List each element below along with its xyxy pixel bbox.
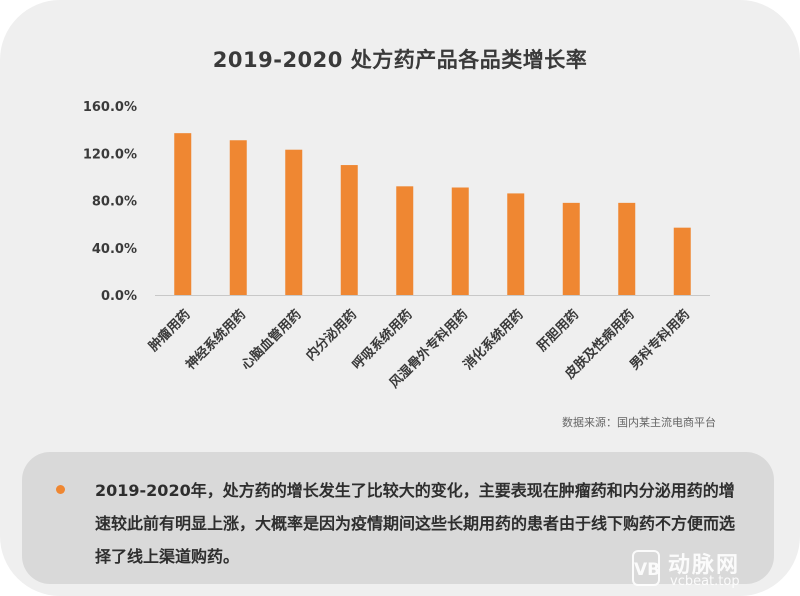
bar bbox=[507, 193, 525, 295]
y-tick-label: 0.0% bbox=[101, 289, 137, 304]
data-source-note: 数据来源：国内某主流电商平台 bbox=[562, 416, 716, 429]
watermark: VB 动脉网 vcbeat.top bbox=[632, 546, 782, 592]
bar bbox=[229, 140, 247, 295]
y-tick-label: 120.0% bbox=[83, 147, 137, 162]
bar bbox=[673, 227, 691, 295]
bar bbox=[618, 202, 636, 295]
y-tick-label: 40.0% bbox=[92, 242, 137, 257]
summary-text: 2019-2020年，处方药的增长发生了比较大的变化，主要表现在肿瘤药和内分泌用… bbox=[95, 481, 736, 566]
bar bbox=[174, 133, 192, 295]
bar bbox=[285, 149, 303, 295]
chart-title: 2019-2020 处方药产品各品类增长率 bbox=[212, 48, 588, 72]
x-tick-label: 肿瘤用药 bbox=[145, 307, 193, 355]
x-tick-label: 消化系统用药 bbox=[460, 307, 526, 373]
bar bbox=[562, 202, 580, 295]
watermark-url: vcbeat.top bbox=[670, 574, 740, 589]
x-tick-label: 心脑血管用药 bbox=[238, 307, 304, 373]
y-tick-label: 160.0% bbox=[83, 100, 137, 115]
summary-box bbox=[22, 452, 774, 584]
bar bbox=[451, 187, 469, 295]
bar bbox=[396, 186, 414, 295]
x-tick-label: 内分泌用药 bbox=[303, 307, 360, 364]
y-tick-label: 80.0% bbox=[92, 195, 137, 210]
watermark-name: 动脉网 bbox=[668, 553, 741, 578]
x-tick-label: 男科专科用药 bbox=[627, 307, 693, 373]
bar-chart: 0.0%40.0%80.0%120.0%160.0%肿瘤用药神经系统用药心脑血管… bbox=[83, 100, 710, 391]
vb-logo-icon: VB bbox=[632, 550, 660, 586]
x-tick-label: 肝胆用药 bbox=[534, 307, 582, 355]
bar bbox=[340, 165, 358, 295]
bullet-dot-icon bbox=[56, 485, 65, 494]
